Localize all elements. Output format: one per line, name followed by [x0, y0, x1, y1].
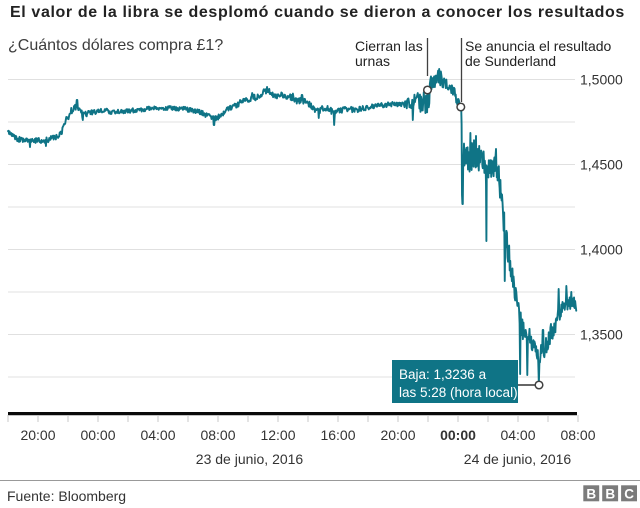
- svg-text:00:00: 00:00: [80, 427, 115, 443]
- svg-text:las 5:28 (hora local): las 5:28 (hora local): [399, 385, 518, 400]
- svg-text:Se anuncia el resultado: Se anuncia el resultado: [465, 38, 612, 54]
- svg-text:Baja: 1,3236 a: Baja: 1,3236 a: [399, 367, 487, 382]
- svg-text:1,5000: 1,5000: [580, 72, 623, 88]
- svg-text:Fuente: Bloomberg: Fuente: Bloomberg: [7, 488, 126, 504]
- svg-text:12:00: 12:00: [260, 427, 295, 443]
- svg-text:16:00: 16:00: [320, 427, 355, 443]
- svg-text:08:00: 08:00: [560, 427, 595, 443]
- svg-text:B: B: [586, 486, 596, 501]
- svg-text:00:00: 00:00: [440, 427, 476, 443]
- svg-text:1,4500: 1,4500: [580, 157, 623, 173]
- svg-text:de Sunderland: de Sunderland: [465, 53, 556, 69]
- svg-text:¿Cuántos dólares compra £1?: ¿Cuántos dólares compra £1?: [8, 37, 223, 54]
- svg-text:20:00: 20:00: [20, 427, 55, 443]
- svg-text:urnas: urnas: [355, 53, 390, 69]
- svg-text:20:00: 20:00: [380, 427, 415, 443]
- svg-text:04:00: 04:00: [500, 427, 535, 443]
- svg-text:08:00: 08:00: [200, 427, 235, 443]
- svg-text:Cierran las: Cierran las: [355, 38, 423, 54]
- svg-text:24 de junio, 2016: 24 de junio, 2016: [464, 451, 572, 467]
- svg-text:23 de junio, 2016: 23 de junio, 2016: [196, 451, 304, 467]
- svg-text:El valor de la libra se desplo: El valor de la libra se desplomó cuando …: [10, 4, 625, 21]
- svg-text:1,4000: 1,4000: [580, 242, 623, 258]
- svg-text:04:00: 04:00: [140, 427, 175, 443]
- svg-text:C: C: [624, 486, 634, 501]
- svg-text:1,3500: 1,3500: [580, 327, 623, 343]
- svg-text:B: B: [605, 486, 615, 501]
